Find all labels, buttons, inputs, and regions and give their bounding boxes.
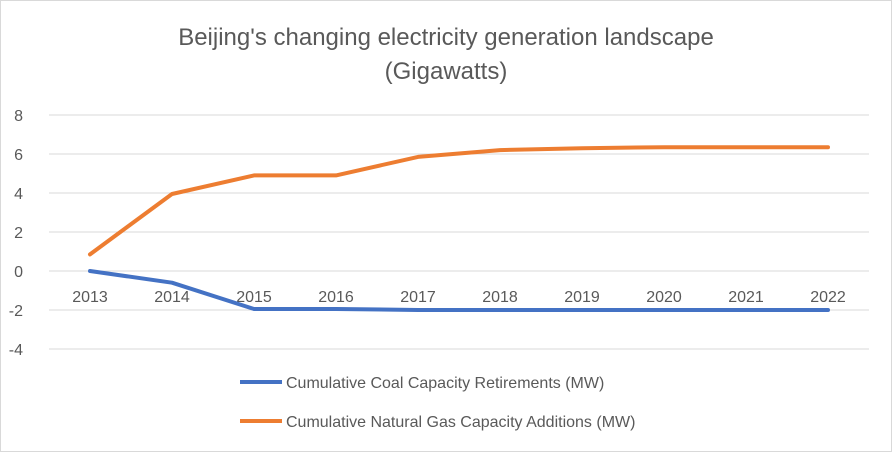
series-lines <box>88 145 830 312</box>
legend-label: Cumulative Coal Capacity Retirements (MW… <box>286 375 604 392</box>
gridlines <box>49 114 869 350</box>
y-tick-label: 4 <box>14 186 23 203</box>
y-tick-label: 2 <box>14 225 23 242</box>
legend-label: Cumulative Natural Gas Capacity Addition… <box>286 414 635 431</box>
legend: Cumulative Coal Capacity Retirements (MW… <box>240 375 635 431</box>
x-tick-label: 2022 <box>810 289 846 306</box>
x-tick-label: 2013 <box>72 289 108 306</box>
x-tick-label: 2016 <box>318 289 354 306</box>
x-tick-label: 2018 <box>482 289 518 306</box>
chart-title-line-1: Beijing's changing electricity generatio… <box>178 24 714 51</box>
y-tick-label: 0 <box>14 264 23 281</box>
x-tick-label: 2021 <box>728 289 764 306</box>
y-axis-ticks: 8 6 4 2 0 -2 -4 <box>9 108 23 359</box>
x-tick-label: 2020 <box>646 289 682 306</box>
series-line-0 <box>88 269 830 312</box>
y-tick-label: 8 <box>14 108 23 125</box>
chart-title-line-2: (Gigawatts) <box>384 58 508 85</box>
y-tick-label: -2 <box>9 303 23 320</box>
x-axis-ticks: 2013 2014 2015 2016 2017 2018 2019 2020 2021 2022 <box>72 289 846 306</box>
x-tick-label: 2014 <box>154 289 190 306</box>
x-tick-label: 2017 <box>400 289 436 306</box>
series-line-1 <box>88 145 830 257</box>
chart-title: Beijing's changing electricity generatio… <box>1 21 891 89</box>
x-tick-label: 2019 <box>564 289 600 306</box>
x-tick-label: 2015 <box>236 289 272 306</box>
y-tick-label: 6 <box>14 147 23 164</box>
y-tick-label: -4 <box>9 342 23 359</box>
